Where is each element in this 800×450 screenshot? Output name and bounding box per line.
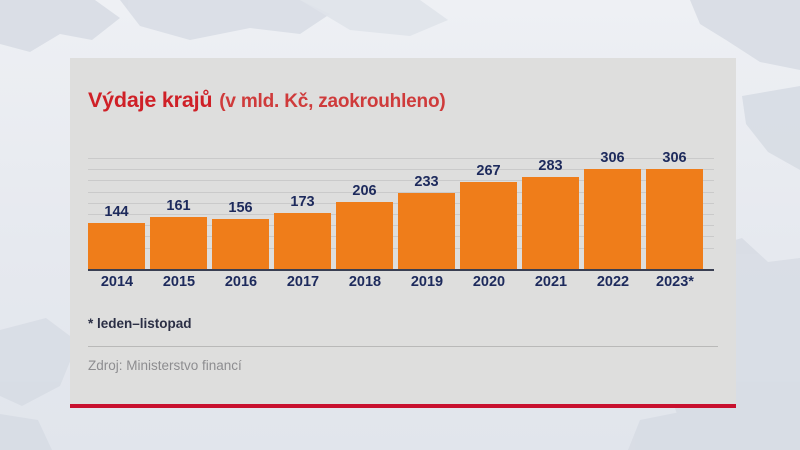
bar-column[interactable] xyxy=(584,158,641,270)
bar-value-label: 283 xyxy=(538,157,563,174)
gridline xyxy=(88,169,714,171)
footnote-text: * leden–listopad xyxy=(88,316,192,331)
bar[interactable] xyxy=(336,202,393,270)
x-axis-line xyxy=(88,269,714,271)
bar-column[interactable] xyxy=(88,158,145,270)
bar-value-label: 156 xyxy=(228,199,253,216)
bar-value-label: 161 xyxy=(166,198,191,214)
x-axis-label: 2019 xyxy=(410,274,444,290)
chart-title-subtitle: (v mld. Kč, zaokrouhleno) xyxy=(219,91,446,112)
bar-value-label: 267 xyxy=(476,163,501,179)
x-axis-label: 2015 xyxy=(162,274,196,290)
bar[interactable] xyxy=(88,222,145,270)
gridline xyxy=(88,180,714,182)
bar-column[interactable] xyxy=(522,158,579,270)
bar-column[interactable] xyxy=(212,158,269,270)
bar-value-label: 173 xyxy=(290,194,315,210)
x-axis-label: 2021 xyxy=(534,274,568,290)
x-axis-label: 2022 xyxy=(596,274,630,290)
bar[interactable] xyxy=(150,217,207,270)
chart-title-main: Výdaje krajů xyxy=(88,88,213,112)
bar[interactable] xyxy=(398,193,455,270)
bar-value-label: 233 xyxy=(414,174,439,191)
bar[interactable] xyxy=(646,169,703,270)
footer-divider xyxy=(88,346,718,347)
source-text: Zdroj: Ministerstvo financí xyxy=(88,358,242,373)
bar-column[interactable] xyxy=(460,158,517,270)
x-axis-label: 2017 xyxy=(286,274,320,290)
bar-value-label: 144 xyxy=(104,203,129,220)
gridline xyxy=(88,191,714,193)
infographic-card: Výdaje krajů (v mld. Kč, zaokrouhleno) 14… xyxy=(70,58,736,408)
bar-value-label: 306 xyxy=(600,150,625,167)
bar-value-label: 206 xyxy=(352,183,377,200)
x-axis-label: 2014 xyxy=(100,274,134,290)
bar-column[interactable] xyxy=(646,158,703,270)
bar[interactable] xyxy=(212,218,269,270)
x-axis-label: 2018 xyxy=(348,274,382,290)
bar-column[interactable] xyxy=(150,158,207,270)
bar[interactable] xyxy=(274,213,331,270)
bar[interactable] xyxy=(460,182,517,270)
bar[interactable] xyxy=(522,176,579,270)
bar-column[interactable] xyxy=(336,158,393,270)
x-axis-label: 2016 xyxy=(224,274,258,290)
bar[interactable] xyxy=(584,169,641,270)
bar-series: 144 161 156 173 206 233 267 283 306 306 xyxy=(88,150,714,270)
bar-value-label: 306 xyxy=(662,150,687,167)
x-axis-label: 2023* xyxy=(656,274,694,290)
bar-column[interactable] xyxy=(398,158,455,270)
x-axis-labels: 2014 2015 2016 2017 2018 2019 2020 2021 2022 2023… xyxy=(88,274,714,296)
chart-title: Výdaje krajů (v mld. Kč, zaokrouhleno) xyxy=(88,88,446,113)
bar-column[interactable] xyxy=(274,158,331,270)
x-axis-label: 2020 xyxy=(472,274,506,290)
gridline xyxy=(88,158,714,159)
